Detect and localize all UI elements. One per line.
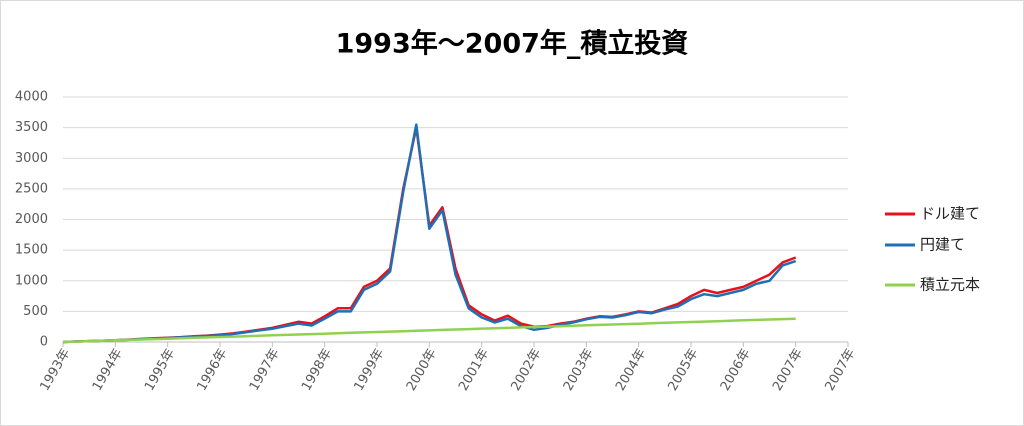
series-line xyxy=(62,317,796,344)
y-tick-label: 2500 xyxy=(15,181,48,196)
legend-label: ドル建て xyxy=(920,205,980,223)
y-tick-label: 3500 xyxy=(15,120,48,135)
legend-label: 積立元本 xyxy=(920,276,980,294)
y-tick-label: 4000 xyxy=(15,90,48,105)
chart-title: 1993年～2007年_積立投資 xyxy=(336,28,689,60)
y-tick-label: 2000 xyxy=(15,212,48,227)
y-tick-label: 0 xyxy=(40,335,48,350)
y-tick-label: 500 xyxy=(23,304,48,319)
y-tick-label: 1500 xyxy=(15,243,48,258)
y-tick-label: 3000 xyxy=(15,151,48,166)
y-tick-label: 1000 xyxy=(15,273,48,288)
legend-label: 円建て xyxy=(920,236,965,254)
